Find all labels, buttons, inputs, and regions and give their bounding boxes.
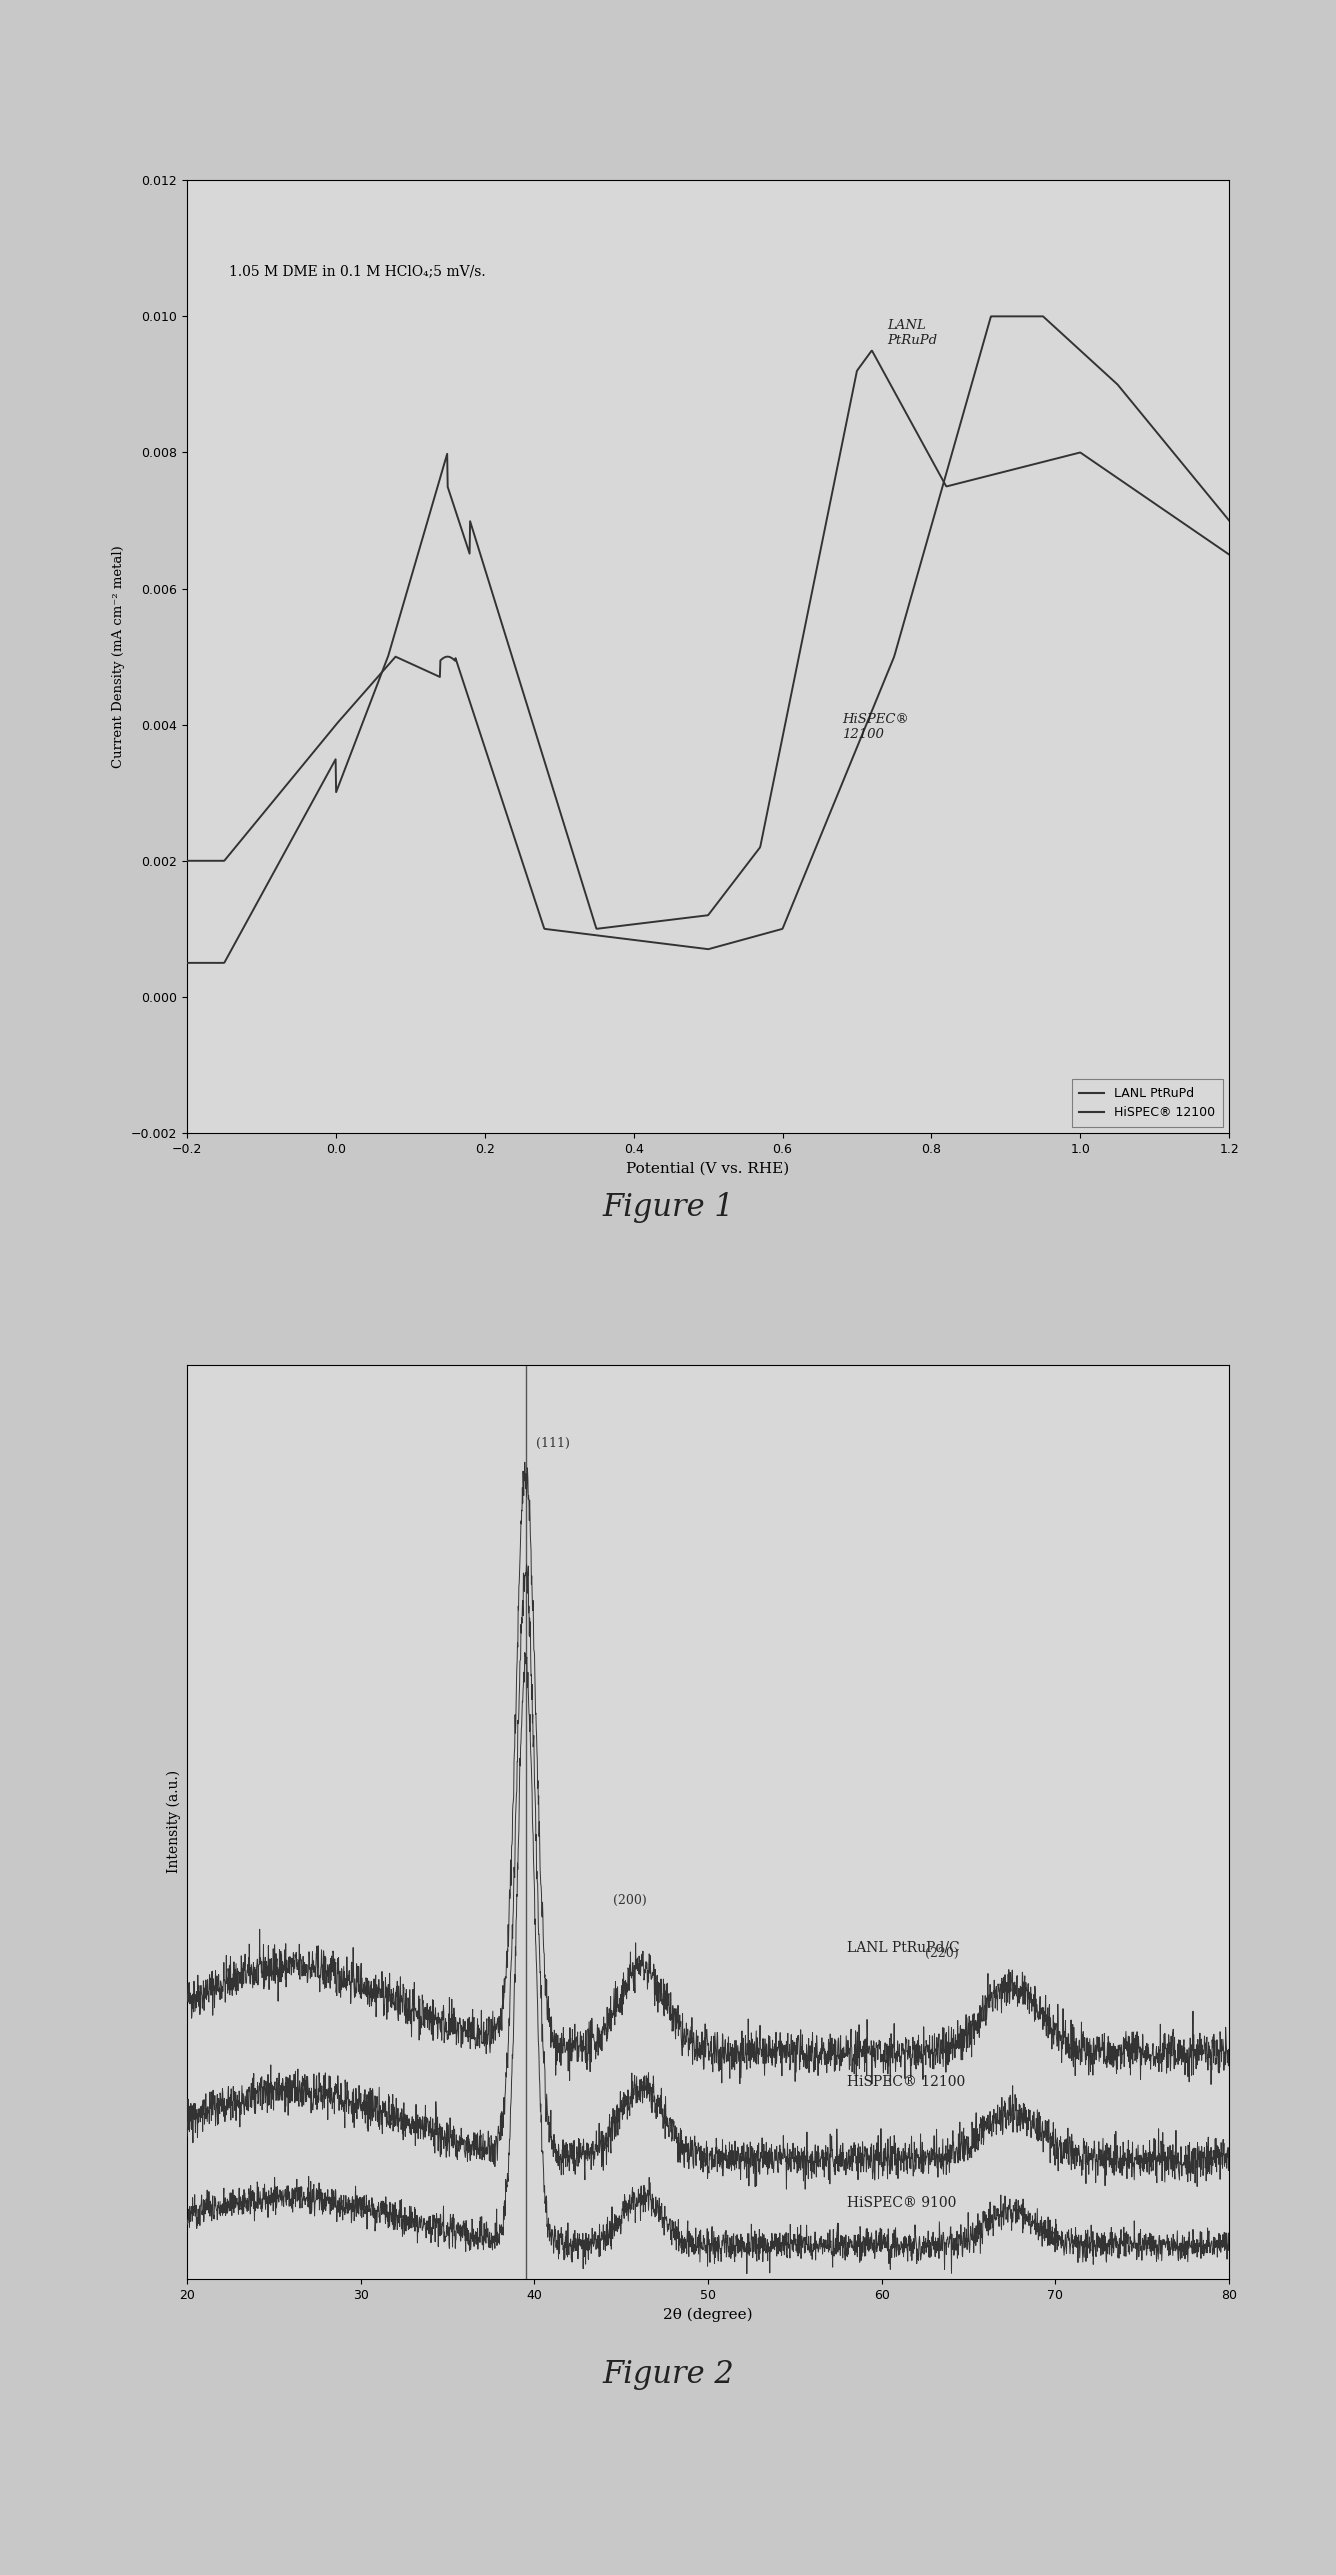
Text: (220): (220) [926, 1947, 959, 1960]
Text: 1.05 M DME in 0.1 M HClO₄;5 mV/s.: 1.05 M DME in 0.1 M HClO₄;5 mV/s. [228, 265, 485, 278]
Y-axis label: Current Density (mA cm⁻² metal): Current Density (mA cm⁻² metal) [112, 546, 126, 767]
X-axis label: Potential (V vs. RHE): Potential (V vs. RHE) [627, 1161, 790, 1174]
X-axis label: 2θ (degree): 2θ (degree) [663, 2307, 754, 2323]
Text: (200): (200) [613, 1893, 647, 1906]
Text: Figure 1: Figure 1 [603, 1192, 733, 1223]
Text: Figure 2: Figure 2 [603, 2359, 733, 2390]
Y-axis label: Intensity (a.u.): Intensity (a.u.) [167, 1769, 182, 1875]
Text: LANL PtRuPd/C: LANL PtRuPd/C [847, 1942, 959, 1954]
Text: (111): (111) [536, 1437, 570, 1450]
Text: HiSPEC®
12100: HiSPEC® 12100 [842, 713, 908, 742]
Legend: LANL PtRuPd, HiSPEC® 12100: LANL PtRuPd, HiSPEC® 12100 [1071, 1079, 1222, 1128]
Text: HiSPEC® 12100: HiSPEC® 12100 [847, 2075, 966, 2088]
Text: HiSPEC® 9100: HiSPEC® 9100 [847, 2196, 957, 2209]
Text: LANL
PtRuPd: LANL PtRuPd [887, 319, 937, 348]
